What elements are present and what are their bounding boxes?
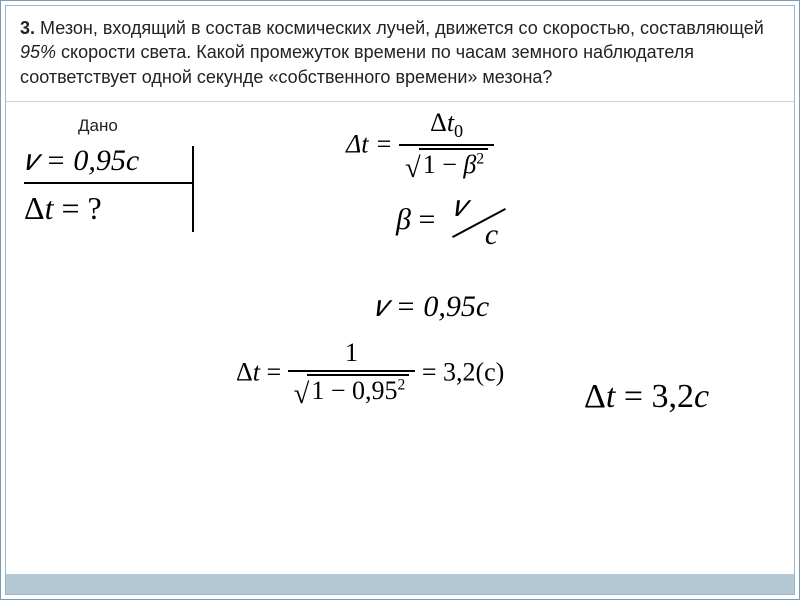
td-one-minus: 1 − — [423, 150, 464, 179]
problem-statement: 3. Мезон, входящий в состав космических … — [6, 6, 794, 102]
given-box: 𝑣 = 0,95c Δt = ? — [24, 144, 192, 227]
dt-calc-fraction: 1 √1 − 0,952 — [288, 338, 416, 411]
sqrt-body-2: 1 − 0,952 — [307, 374, 409, 406]
given-velocity-lhs: 𝑣 = 0,95 — [24, 144, 126, 177]
given-velocity-c: c — [126, 144, 139, 177]
td-denominator: √1 − β2 — [399, 144, 494, 185]
given-unknown: Δt = ? — [24, 184, 192, 227]
beta-lhs-beta: β — [396, 203, 411, 236]
beta-den: c — [485, 218, 498, 252]
v-val-lhs: 𝑣 = 0,95 — [374, 290, 476, 323]
td-sup-2: 2 — [476, 150, 484, 167]
sqrt-icon: √1 − β2 — [405, 148, 488, 185]
td-sub-zero: 0 — [454, 121, 463, 141]
dt-calc-lhs: Δt = — [236, 358, 281, 387]
td-beta: β — [463, 150, 476, 179]
problem-text-2: скорости света. Какой промежуток времени… — [20, 42, 694, 86]
sqrt-2-icon: √1 − 0,952 — [294, 374, 410, 411]
sqrt-body-1: 1 − β2 — [419, 148, 488, 180]
footer-bar — [6, 574, 794, 594]
beta-num: 𝑣 — [453, 190, 467, 224]
formula-dt-calc: Δt = 1 √1 − 0,952 = 3,2(c) — [236, 338, 504, 411]
delta-symbol: Δ — [24, 190, 45, 226]
dt-calc-den: √1 − 0,952 — [288, 370, 416, 411]
td-numerator: Δt0 — [399, 108, 494, 144]
dt-calc-sup: 2 — [398, 376, 406, 393]
formula-time-dilation: Δt = Δt0 √1 − β2 — [346, 108, 494, 185]
beta-fraction: 𝑣 c — [443, 194, 513, 250]
dt-calc-one-minus: 1 − 0,95 — [311, 376, 397, 405]
formula-answer: Δt = 3,2c — [584, 378, 709, 416]
outer-frame: 3. Мезон, входящий в состав космических … — [0, 0, 800, 600]
solution-work-area: Дано 𝑣 = 0,95c Δt = ? Δt = Δt0 √1 − β2 — [6, 102, 794, 560]
td-fraction: Δt0 √1 − β2 — [399, 108, 494, 185]
dt-calc-num: 1 — [288, 338, 416, 370]
beta-lhs-eq: = — [411, 203, 435, 236]
v-val-c: c — [476, 290, 489, 323]
given-vertical-divider — [192, 146, 194, 232]
td-lhs: Δt = — [346, 130, 393, 159]
equals-question: = ? — [53, 190, 101, 226]
formula-beta: β = 𝑣 c — [396, 194, 513, 250]
problem-percent: 95% — [20, 42, 56, 62]
inner-frame: 3. Мезон, входящий в состав космических … — [5, 5, 795, 595]
given-velocity: 𝑣 = 0,95c — [24, 144, 192, 184]
problem-number: 3. — [20, 18, 35, 38]
problem-text-1: Мезон, входящий в состав космических луч… — [40, 18, 764, 38]
dt-calc-rhs: = 3,2(c) — [422, 358, 505, 387]
formula-v-value: 𝑣 = 0,95c — [374, 290, 489, 324]
given-label: Дано — [78, 116, 118, 136]
